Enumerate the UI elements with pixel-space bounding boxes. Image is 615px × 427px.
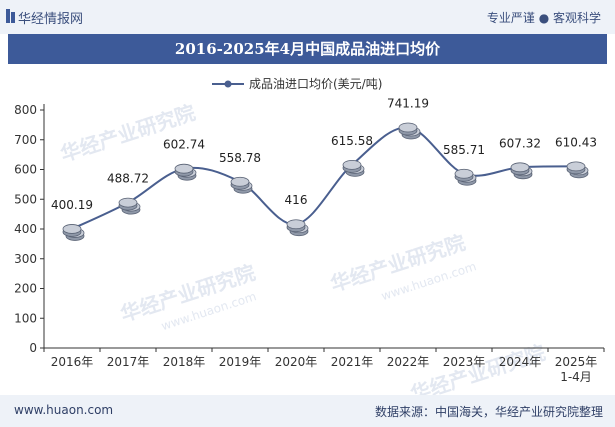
coin-top xyxy=(174,163,194,174)
y-tick-label: 500 xyxy=(14,192,37,206)
y-tick-label: 300 xyxy=(14,252,37,266)
data-point xyxy=(230,176,253,194)
footer-bar: www.huaon.com 数据来源：中国海关，华经产业研究院整理 xyxy=(0,395,615,427)
coin-top xyxy=(286,219,306,230)
data-label: 602.74 xyxy=(163,138,205,152)
x-tick-label: 2019年 xyxy=(219,355,262,369)
x-tick-label: 2025年 xyxy=(555,355,598,369)
footer-website: www.huaon.com xyxy=(14,403,114,417)
brand-logo-icon xyxy=(6,9,15,23)
y-tick-label: 100 xyxy=(14,311,37,325)
coin-top xyxy=(230,176,250,187)
data-point xyxy=(118,197,141,215)
x-tick-label: 2020年 xyxy=(275,355,318,369)
y-tick-label: 0 xyxy=(29,341,37,355)
data-point xyxy=(398,122,421,140)
coin-top xyxy=(566,161,586,172)
y-tick-label: 200 xyxy=(14,282,37,296)
x-tick-label: 1-4月 xyxy=(560,370,592,384)
data-point xyxy=(62,224,85,241)
coin-top xyxy=(510,162,530,173)
x-tick-label: 2021年 xyxy=(331,355,374,369)
y-tick-label: 800 xyxy=(14,103,37,117)
footer-source: 数据来源：中国海关，华经产业研究院整理 xyxy=(374,405,603,419)
coin-top xyxy=(454,168,474,179)
slogan: 专业严谨 ● 客观科学 xyxy=(486,11,601,25)
series-line xyxy=(71,126,577,230)
x-tick-label: 2017年 xyxy=(107,355,150,369)
data-point xyxy=(174,163,197,181)
data-label: 615.58 xyxy=(331,134,373,148)
data-label: 400.19 xyxy=(51,198,93,212)
data-point xyxy=(342,159,365,177)
data-label: 607.32 xyxy=(499,136,541,150)
data-label: 416 xyxy=(285,193,308,207)
x-tick-label: 2016年 xyxy=(51,355,94,369)
header-bar: 华经情报网 专业严谨 ● 客观科学 xyxy=(0,0,615,34)
data-point xyxy=(286,219,309,237)
data-point xyxy=(510,162,533,180)
coin-top xyxy=(342,159,362,170)
x-tick-label: 2023年 xyxy=(443,355,486,369)
y-tick-label: 700 xyxy=(14,133,37,147)
data-point xyxy=(454,168,477,186)
x-tick-label: 2018年 xyxy=(163,355,206,369)
coin-top xyxy=(118,197,138,208)
coin-top xyxy=(398,122,418,133)
data-label: 585.71 xyxy=(443,143,485,157)
y-tick-label: 400 xyxy=(14,222,37,236)
data-point xyxy=(566,161,589,179)
title-bar: 2016-2025年4月中国成品油进口均价 xyxy=(8,34,607,64)
legend: 成品油进口均价(美元/吨) xyxy=(212,77,382,91)
watermark-text: 华经产业研究院 xyxy=(58,100,199,166)
y-tick-label: 600 xyxy=(14,163,37,177)
x-tick-label: 2024年 xyxy=(499,355,542,369)
legend-marker xyxy=(224,80,232,88)
data-label: 488.72 xyxy=(107,172,149,186)
data-label: 610.43 xyxy=(555,135,597,149)
data-label: 558.78 xyxy=(219,151,261,165)
chart-title: 2016-2025年4月中国成品油进口均价 xyxy=(174,40,441,58)
coin-top xyxy=(62,224,82,234)
x-tick-label: 2022年 xyxy=(387,355,430,369)
data-label: 741.19 xyxy=(387,96,429,110)
legend-label: 成品油进口均价(美元/吨) xyxy=(249,77,382,91)
brand-name: 华经情报网 xyxy=(18,12,84,27)
